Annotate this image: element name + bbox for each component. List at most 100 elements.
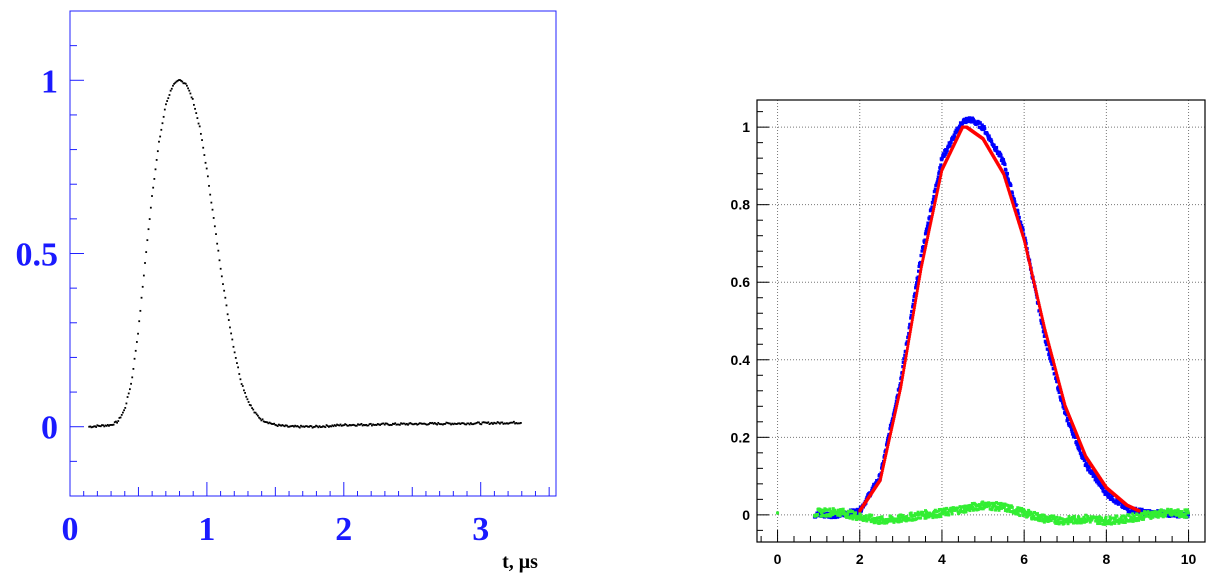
left-data-point: [118, 417, 121, 419]
right-red-point: [884, 452, 888, 456]
right-green-point: [971, 505, 975, 509]
left-data-point: [459, 423, 462, 425]
left-data-point: [385, 422, 387, 425]
right-red-point: [1036, 297, 1040, 300]
left-data-point: [316, 425, 319, 428]
right-green-point: [969, 505, 973, 509]
left-data-point: [147, 228, 150, 231]
left-data-point: [175, 80, 178, 83]
right-blue-point: [982, 125, 986, 129]
right-blue-point: [1043, 333, 1047, 337]
left-data-point: [351, 424, 354, 426]
right-green-point: [1005, 509, 1009, 513]
right-red-point: [902, 368, 906, 372]
right-green-point: [840, 509, 844, 513]
left-data-point: [304, 425, 307, 428]
right-red-point: [887, 441, 890, 445]
left-data-point: [177, 79, 180, 82]
left-data-point: [517, 422, 520, 425]
left-data-point: [336, 423, 338, 426]
right-green-point: [938, 512, 942, 516]
left-data-point: [375, 424, 378, 426]
right-blue-point: [1060, 397, 1064, 401]
right-blue-point: [913, 291, 917, 295]
left-data-point: [393, 423, 395, 425]
left-data-point: [454, 423, 457, 425]
left-data-point: [504, 422, 507, 425]
right-green-point: [1183, 512, 1187, 516]
left-data-point: [275, 424, 278, 427]
left-data-point: [502, 422, 505, 425]
right-green-point: [851, 510, 855, 514]
right-green-point: [897, 520, 901, 524]
right-blue-point: [941, 152, 945, 156]
right-red-point: [931, 212, 934, 216]
left-data-point: [110, 424, 113, 426]
left-data-point: [326, 425, 329, 427]
left-data-point: [495, 422, 498, 425]
left-data-point: [258, 416, 260, 419]
left-y-tick-label: 0: [41, 410, 58, 447]
right-blue-point: [1009, 183, 1013, 188]
right-red-point: [892, 417, 896, 420]
right-red-point: [885, 446, 889, 450]
left-data-point: [315, 424, 317, 427]
left-data-point: [367, 424, 370, 427]
left-data-point: [184, 82, 187, 85]
right-blue-point: [1041, 330, 1045, 334]
right-green-point: [992, 501, 996, 505]
left-x-tick-label: 2: [335, 511, 352, 548]
right-green-point: [1158, 511, 1162, 515]
right-red-point: [900, 378, 904, 382]
left-data-point: [323, 425, 326, 428]
right-green-point: [1062, 521, 1066, 525]
right-red-point: [1041, 320, 1045, 324]
right-green-point: [1108, 515, 1112, 519]
left-data-point: [115, 420, 117, 423]
left-data-point: [234, 357, 237, 359]
right-x-tick-label: 8: [1102, 551, 1110, 567]
right-red-point: [883, 458, 887, 461]
right-green-point: [1042, 513, 1046, 517]
left-data-point: [508, 422, 511, 425]
right-green-point: [1098, 522, 1102, 526]
right-red-point: [1035, 295, 1039, 299]
right-red-point: [1047, 344, 1051, 348]
right-red-point: [1051, 356, 1054, 360]
left-data-point: [145, 251, 148, 253]
right-red-point: [1055, 372, 1059, 376]
right-red-point: [924, 243, 928, 247]
left-data-point: [352, 423, 355, 426]
left-data-point: [181, 80, 184, 83]
left-data-point: [294, 424, 297, 427]
left-data-point: [382, 422, 385, 425]
right-red-point: [918, 274, 922, 278]
right-green-point: [1022, 511, 1026, 515]
right-red-point: [1048, 347, 1052, 351]
right-green-point: [853, 511, 857, 515]
right-green-point: [1017, 509, 1021, 513]
right-blue-point: [909, 313, 913, 318]
left-data-point: [476, 421, 479, 424]
right-red-point: [934, 195, 938, 199]
right-blue-point: [935, 180, 939, 184]
right-blue-point: [1069, 427, 1074, 432]
right-blue-point: [957, 126, 961, 130]
right-green-point: [819, 511, 823, 515]
right-green-point: [1103, 520, 1107, 524]
left-x-tick-label: 3: [472, 511, 489, 548]
right-blue-point: [1005, 171, 1009, 176]
left-data-point: [113, 421, 116, 424]
right-red-point: [881, 467, 885, 471]
right-blue-point: [932, 194, 936, 199]
left-data-point: [429, 421, 432, 424]
right-green-point: [913, 514, 917, 518]
left-data-point: [481, 421, 484, 424]
left-data-point: [405, 422, 408, 425]
right-red-point: [920, 263, 924, 267]
right-red-point: [909, 325, 913, 329]
right-blue-point: [949, 140, 953, 144]
right-green-point: [1072, 515, 1076, 519]
right-blue-point: [944, 151, 948, 155]
right-red-point: [923, 249, 927, 253]
